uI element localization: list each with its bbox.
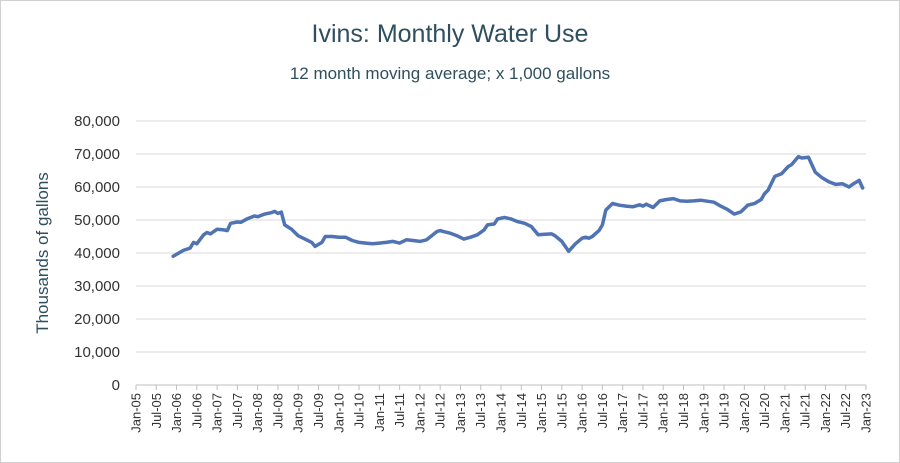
x-tick-label: Jan-19 [696,393,711,433]
y-tick-label: 30,000 [74,278,120,295]
x-tick-label: Jul-12 [433,393,448,428]
x-tick-label: Jan-06 [169,393,184,433]
x-tick-label: Jan-10 [331,393,346,433]
y-axis-label: Thousands of gallons [33,172,52,334]
series-line-water-use [171,154,865,259]
x-tick-label: Jul-17 [635,393,650,428]
y-tick-label: 40,000 [74,245,120,262]
x-tick-label: Jan-23 [859,393,874,433]
y-tick-label: 60,000 [74,179,120,196]
x-tick-label: Jul-18 [676,393,691,428]
x-tick-label: Jan-16 [575,393,590,433]
chart-title: Ivins: Monthly Water Use [311,20,589,48]
x-tick-label: Jul-15 [554,393,569,428]
x-tick-label: Jul-10 [352,393,367,428]
chart-subtitle: 12 month moving average; x 1,000 gallons [289,64,611,83]
x-tick-label: Jul-11 [392,393,407,427]
x-axis-ticks: Jan-05 Jul-05 Jan-06 Jul-06 Jan-07 Jul-07 Jan-… [129,385,874,433]
x-tick-label: Jul-22 [838,393,853,428]
x-tick-label: Jan-18 [656,393,671,433]
x-tick-label: Jul-06 [189,393,204,428]
x-tick-label: Jul-09 [311,393,326,428]
x-tick-label: Jul-20 [757,393,772,428]
x-tick-label: Jan-22 [818,393,833,433]
x-tick-label: Jul-14 [514,393,529,428]
x-tick-label: Jan-12 [412,393,427,433]
x-tick-label: Jan-09 [291,393,306,433]
x-tick-label: Jan-20 [737,393,752,433]
x-tick-label: Jan-07 [210,393,225,433]
x-tick-label: Jan-05 [129,393,144,433]
y-tick-label: 20,000 [74,311,120,328]
x-tick-label: Jul-21 [798,393,813,428]
y-axis-ticks: 0 10,000 20,000 30,000 40,000 50,000 60,000 70,… [74,113,120,394]
x-tick-label: Jan-15 [534,393,549,433]
y-tick-label: 70,000 [74,146,120,163]
x-tick-label: Jul-08 [270,393,285,428]
x-tick-label: Jan-21 [777,393,792,433]
x-tick-label: Jul-19 [717,393,732,428]
y-tick-label: 10,000 [74,344,120,361]
x-tick-label: Jan-08 [250,393,265,433]
y-tick-label: 80,000 [74,113,120,130]
x-tick-label: Jan-13 [453,393,468,433]
x-tick-label: Jan-14 [494,393,509,433]
y-tick-label: 0 [112,377,120,394]
x-tick-label: Jan-17 [615,393,630,433]
gridlines [136,120,866,353]
x-tick-label: Jul-16 [595,393,610,428]
x-tick-label: Jul-05 [149,393,164,428]
x-tick-label: Jul-07 [230,393,245,428]
y-tick-label: 50,000 [74,212,120,229]
x-tick-label: Jan-11 [372,393,387,432]
x-tick-label: Jul-13 [473,393,488,428]
